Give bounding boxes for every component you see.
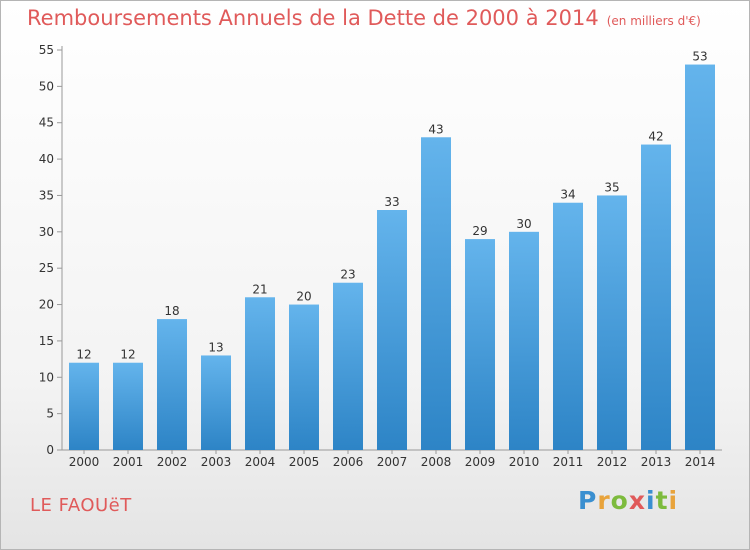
x-tick-label: 2002 [157, 455, 188, 469]
bar [69, 362, 99, 450]
x-tick-label: 2014 [685, 455, 716, 469]
chart-title: Remboursements Annuels de la Dette de 20… [27, 6, 701, 30]
bars: 12 12 18 13 21 20 23 33 43 29 30 34 35 42 53 [69, 50, 715, 451]
bar [641, 144, 671, 450]
bar-value-label: 30 [516, 217, 531, 231]
bar-value-label: 18 [164, 304, 179, 318]
bar-value-label: 13 [208, 340, 223, 354]
proxiti-logo: Proxiti [578, 486, 678, 515]
bar [597, 195, 627, 450]
x-tick-label: 2007 [377, 455, 408, 469]
x-tick-label: 2006 [333, 455, 364, 469]
bar-value-label: 53 [692, 50, 707, 64]
bar [377, 210, 407, 450]
y-tick-label: 40 [39, 152, 54, 166]
y-tick-label: 10 [39, 370, 54, 384]
y-tick-label: 30 [39, 225, 54, 239]
bar [685, 64, 715, 450]
bar-value-label: 29 [472, 224, 487, 238]
bar [289, 304, 319, 450]
y-tick-label: 15 [39, 334, 54, 348]
bar-value-label: 35 [604, 180, 619, 194]
town-name: LE FAOUëT [30, 495, 132, 516]
bar-value-label: 23 [340, 268, 355, 282]
logo-letter: t [655, 486, 669, 515]
x-tick-label: 2011 [553, 455, 584, 469]
y-tick-label: 50 [39, 79, 54, 93]
logo-letter: i [668, 486, 679, 515]
bar-value-label: 12 [76, 348, 91, 362]
y-tick-label: 20 [39, 298, 54, 312]
bar-value-label: 42 [648, 130, 663, 144]
bar [421, 137, 451, 451]
x-tick-label: 2000 [69, 455, 100, 469]
chart-title-text: Remboursements Annuels de la Dette de 20… [27, 6, 599, 30]
y-tick-label: 55 [39, 43, 54, 57]
bar [553, 202, 583, 450]
y-tick-label: 0 [46, 443, 54, 457]
x-tick-label: 2005 [289, 455, 320, 469]
bar [245, 297, 275, 450]
bar-value-label: 33 [384, 195, 399, 209]
bar [113, 362, 143, 450]
bar [333, 282, 363, 450]
bar-value-label: 21 [252, 282, 267, 296]
x-tick-label: 2001 [113, 455, 144, 469]
bar [509, 231, 539, 450]
x-tick-label: 2009 [465, 455, 496, 469]
x-tick-label: 2013 [641, 455, 672, 469]
bar [157, 319, 187, 450]
logo-letter: o [610, 486, 629, 515]
x-tick-label: 2008 [421, 455, 452, 469]
bar-value-label: 20 [296, 290, 311, 304]
bar-value-label: 12 [120, 348, 135, 362]
logo-letter: P [578, 486, 598, 515]
logo-letter: x [628, 486, 646, 515]
bar [465, 239, 495, 450]
bar-value-label: 34 [560, 188, 575, 202]
x-tick-label: 2003 [201, 455, 232, 469]
bar-value-label: 43 [428, 122, 443, 136]
logo-letter: r [597, 486, 611, 515]
y-tick-label: 25 [39, 261, 54, 275]
bar [201, 355, 231, 450]
x-tick-label: 2010 [509, 455, 540, 469]
logo-letter: i [646, 486, 656, 515]
x-tick-label: 2004 [245, 455, 276, 469]
y-tick-label: 5 [46, 407, 54, 421]
y-tick-label: 45 [39, 116, 54, 130]
x-tick-label: 2012 [597, 455, 628, 469]
y-tick-label: 35 [39, 188, 54, 202]
chart-unit: (en milliers d'€) [606, 14, 701, 28]
